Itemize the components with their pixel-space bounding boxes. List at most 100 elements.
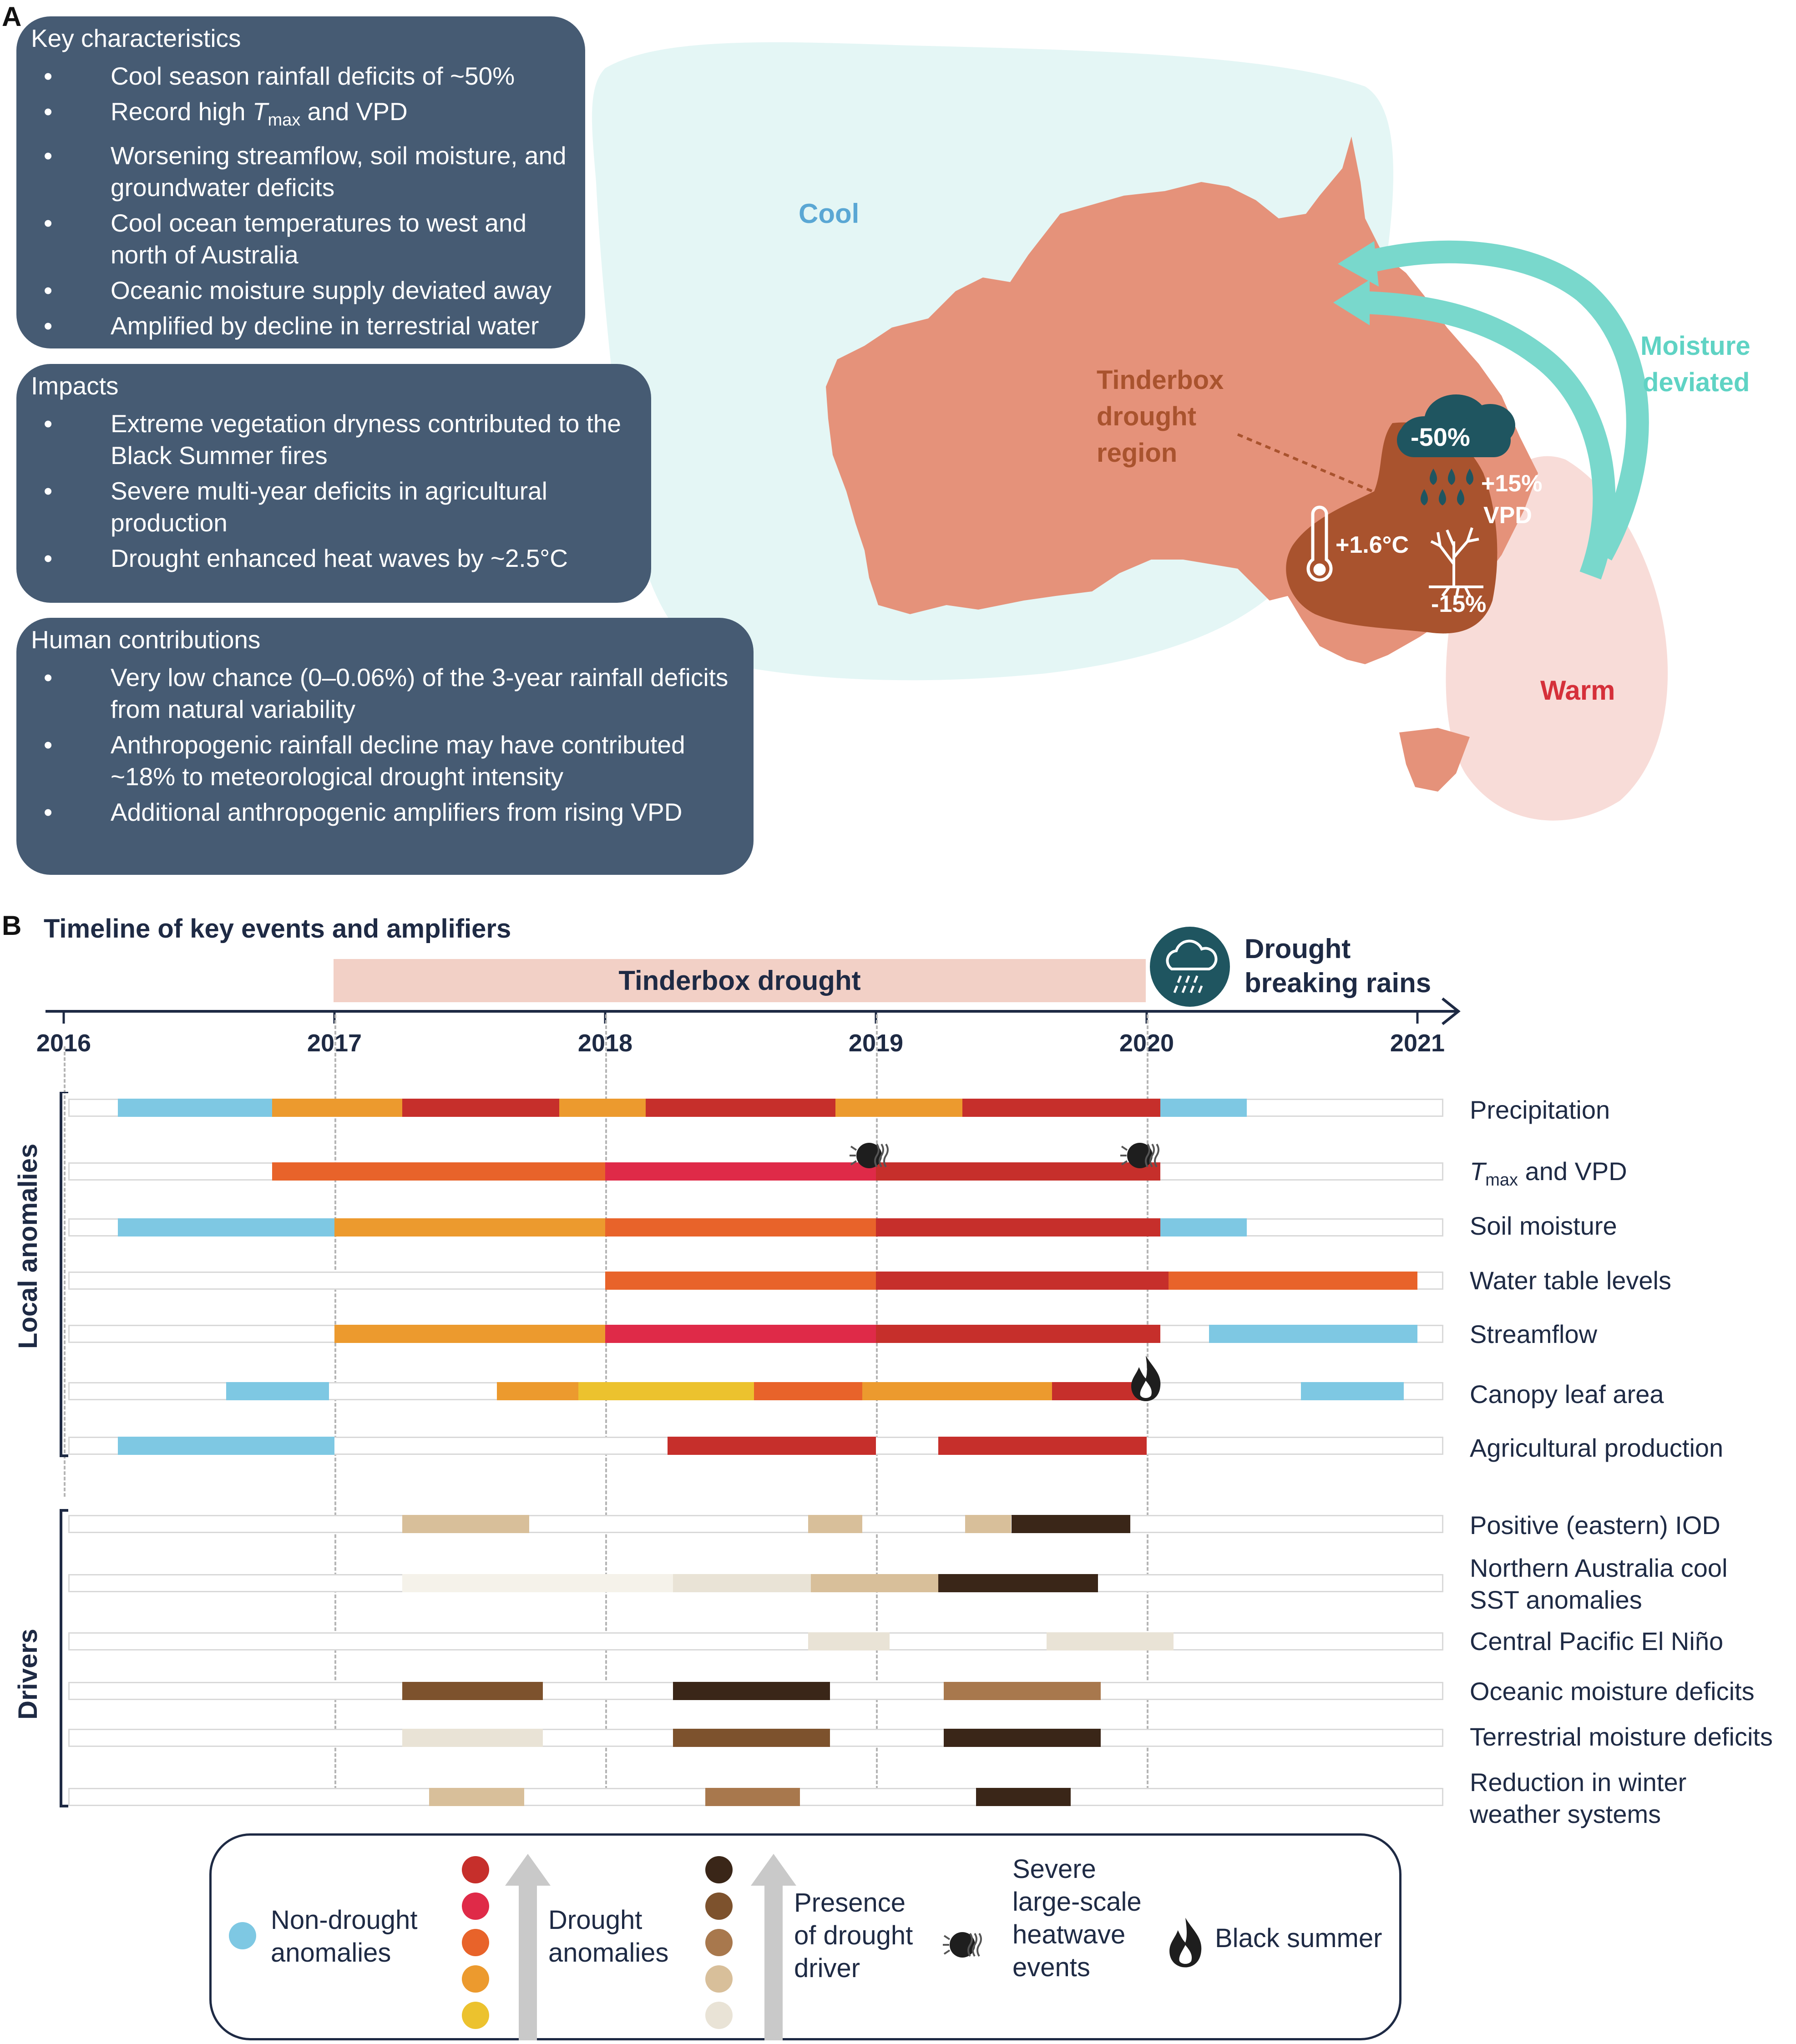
timeline-segment (673, 1682, 830, 1700)
box-title: Impacts (31, 372, 119, 400)
timeline-segment (402, 1515, 530, 1533)
timeline-segment (1160, 1218, 1247, 1236)
legend-text-line: Severe (1012, 1854, 1096, 1884)
timeline-segment (578, 1382, 754, 1400)
list-item: Cool season rainfall deficits of ~50% (31, 60, 585, 92)
row-label: Oceanic moisture deficits (1470, 1677, 1755, 1706)
timeline-segment (1052, 1382, 1147, 1400)
cool-label: Cool (799, 198, 859, 229)
list-item: Anthropogenic rainfall decline may have … (31, 729, 754, 792)
timeline-segment (835, 1099, 963, 1117)
row-label: Reduction in winter weather systems (1470, 1768, 1687, 1828)
list-item: Drought enhanced heat waves by ~2.5°C (31, 542, 651, 574)
legend-color-dot (705, 1893, 733, 1920)
drought-breaking-rains-label: Drought breaking rains (1245, 932, 1431, 1000)
timeline-segment (402, 1099, 559, 1117)
timeline-segment (976, 1788, 1071, 1806)
legend-black-summer: Black summer (1215, 1923, 1382, 1953)
year-gridline (605, 1014, 607, 1806)
row-label: Streamflow (1470, 1320, 1598, 1348)
box-title: Key characteristics (31, 24, 241, 52)
legend-text-line: Drought (548, 1905, 643, 1935)
legend-color-dot (462, 1929, 489, 1956)
legend-text-line: driver (794, 1953, 860, 1983)
row-label: Water table levels (1470, 1266, 1671, 1295)
list-item-text: Record high (111, 97, 246, 126)
vpd-change-1: +15% (1481, 470, 1542, 497)
timeline-segment (962, 1099, 1160, 1117)
moisture-label-1: Moisture (1640, 331, 1750, 361)
tinderbox-drought-bar: Tinderbox drought (334, 959, 1146, 1002)
region-leader-line (1237, 433, 1384, 497)
temp-change: +1.6°C (1336, 532, 1409, 558)
legend-heatwave: Severe large-scale heatwave events (1012, 1853, 1142, 1984)
legend-box: Non-drought anomalies Drought anomalies … (209, 1833, 1401, 2040)
timeline-segment (118, 1437, 334, 1455)
panel-a-letter: A (2, 1, 22, 32)
breaking-rains-line-1: Drought (1245, 934, 1351, 964)
raindrops-icon (1421, 469, 1473, 505)
heatwave-icon (1120, 1143, 1159, 1168)
timeline-segment (754, 1382, 863, 1400)
legend-text-line: events (1012, 1953, 1090, 1982)
timeline-segment (811, 1574, 938, 1592)
legend-text-line: heatwave (1012, 1920, 1126, 1949)
timeline-segment (943, 1729, 1101, 1747)
tinderbox-region (1286, 422, 1498, 634)
tmax-sub: max (268, 111, 301, 130)
timeline-segment (862, 1382, 1052, 1400)
dry-tree-icon (1429, 527, 1483, 599)
row-label: Terrestrial moisture deficits (1470, 1722, 1773, 1751)
heatwave-icon (850, 1143, 889, 1168)
timeline-segment (118, 1218, 334, 1236)
timeline-segment (876, 1218, 1160, 1236)
rain-change: -50% (1411, 423, 1470, 451)
non-drought-swatch (229, 1922, 256, 1949)
vpd-change-2: VPD (1483, 502, 1532, 529)
rain-cloud-icon (1397, 394, 1515, 457)
timeline-segment (673, 1574, 811, 1592)
legend-color-dot (705, 1929, 733, 1956)
timeline-segment (334, 1218, 605, 1236)
year-gridline (876, 1014, 878, 1806)
year-label: 2021 (1390, 1030, 1445, 1057)
fire-icon (1169, 1918, 1202, 1968)
group-brackets (60, 1092, 68, 1807)
row-label: Northern Australia cool SST anomalies (1470, 1554, 1728, 1614)
timeline-segment (876, 1272, 1169, 1290)
box-title: Human contributions (31, 626, 261, 654)
timeline-track (68, 1632, 1443, 1650)
year-gridline (334, 1014, 336, 1806)
legend-color-dot (462, 1965, 489, 1993)
row-label: Central Pacific El Niño (1470, 1627, 1724, 1655)
row-label: Tmax and VPD (1470, 1157, 1627, 1190)
legend-text-line: anomalies (548, 1938, 669, 1968)
list-item: Severe multi-year deficits in agricultur… (31, 475, 651, 539)
timeline-segment (705, 1788, 800, 1806)
panel-b-letter: B (2, 910, 22, 941)
tmax-rest: and VPD (300, 97, 408, 126)
legend-color-dot (705, 1856, 733, 1883)
row-label: Soil moisture (1470, 1211, 1617, 1240)
list-item: Cool ocean temperatures to west and nort… (31, 207, 585, 271)
year-gridline (64, 1046, 66, 1497)
group-label-drivers: Drivers (13, 1629, 43, 1720)
veg-change: -15% (1431, 591, 1486, 617)
warm-label: Warm (1540, 675, 1615, 706)
timeline-segment (334, 1325, 605, 1343)
tasmania-land (1399, 728, 1470, 792)
legend-drought: Drought anomalies (548, 1904, 668, 1969)
tmax-t: T (252, 97, 268, 126)
timeline-segment (1168, 1272, 1417, 1290)
row-label: Canopy leaf area (1470, 1380, 1664, 1408)
timeline-segment (943, 1682, 1101, 1700)
timeline-segment (118, 1099, 273, 1117)
timeline-segment (497, 1382, 578, 1400)
moisture-arrowhead-2 (1333, 280, 1370, 325)
list-item: Record high Tmax and VPD (31, 96, 585, 136)
impacts-box: Impacts Extreme vegetation dryness contr… (16, 364, 651, 603)
legend-driver: Presence of drought driver (794, 1887, 913, 1985)
tinderbox-drought-label: Tinderbox drought (618, 965, 861, 996)
driver-intensity-arrow-icon (751, 1854, 796, 2040)
row-label: Agricultural production (1470, 1433, 1724, 1462)
